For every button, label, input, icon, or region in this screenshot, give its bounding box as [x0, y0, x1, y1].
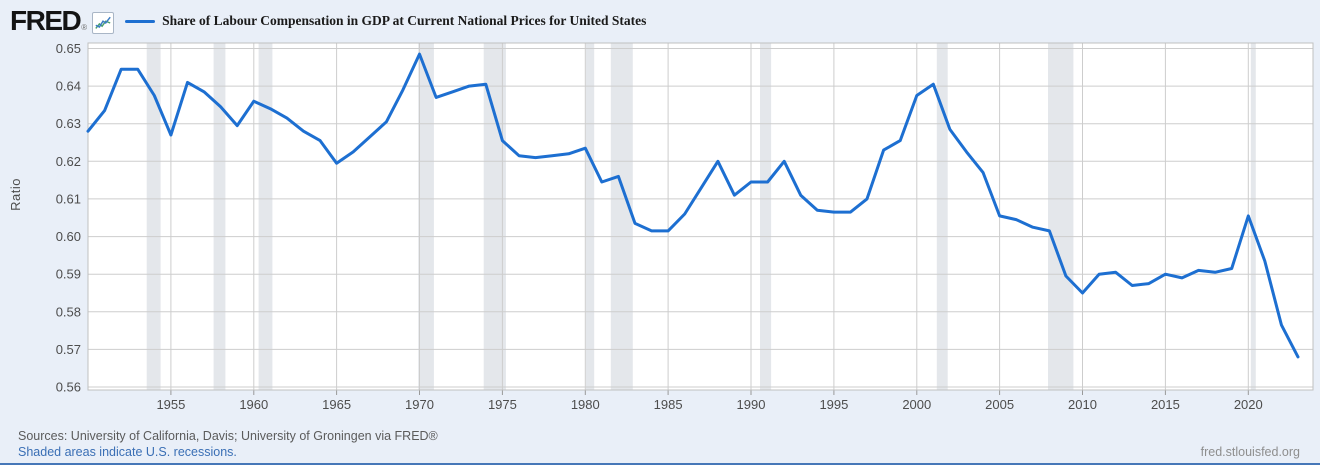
- recession-band: [418, 43, 434, 390]
- y-axis-label: Ratio: [8, 178, 23, 211]
- x-tick-label: 1960: [239, 397, 268, 412]
- x-tick-label: 2020: [1234, 397, 1263, 412]
- fred-logo[interactable]: FRED ®: [10, 5, 115, 36]
- y-tick-label: 0.60: [56, 229, 81, 244]
- y-tick-label: 0.63: [56, 116, 81, 131]
- plot-frame: [87, 42, 1314, 391]
- x-tick-label: 2015: [1151, 397, 1180, 412]
- sources-text: Sources: University of California, Davis…: [18, 429, 438, 443]
- x-tick-label: 1970: [405, 397, 434, 412]
- fred-graph-icon: [92, 12, 115, 34]
- x-tick-label: 1995: [819, 397, 848, 412]
- recession-band: [760, 43, 772, 390]
- recession-band: [1048, 43, 1074, 390]
- series-line: [86, 52, 1300, 359]
- y-tick-label: 0.62: [56, 154, 81, 169]
- series-legend-swatch: [125, 19, 156, 23]
- x-tick-label: 2000: [902, 397, 931, 412]
- y-tick-label: 0.58: [56, 304, 81, 319]
- registered-trademark-mark: ®: [81, 23, 88, 32]
- series-title[interactable]: Share of Labour Compensation in GDP at C…: [162, 13, 647, 28]
- plot-area[interactable]: [88, 43, 1313, 390]
- recession-band: [258, 43, 273, 390]
- recession-band: [936, 43, 948, 390]
- x-tick-label: 1965: [322, 397, 351, 412]
- recession-band: [213, 43, 226, 390]
- y-tick-label: 0.64: [56, 79, 81, 94]
- chart-header: FRED ® Share of Labour Compensation in G…: [10, 7, 646, 35]
- x-tick-label: 1980: [571, 397, 600, 412]
- recession-band: [610, 43, 633, 390]
- recession-band: [1250, 43, 1256, 390]
- recession-band: [585, 43, 595, 390]
- recession-note-link[interactable]: Shaded areas indicate U.S. recessions.: [18, 445, 237, 459]
- y-tick-label: 0.59: [56, 267, 81, 282]
- y-tick-label: 0.56: [56, 380, 81, 395]
- x-tick-label: 2005: [985, 397, 1014, 412]
- y-tick-label: 0.61: [56, 191, 81, 206]
- fred-site-link[interactable]: fred.stlouisfed.org: [1200, 445, 1300, 459]
- fred-logo-text: FRED: [10, 5, 82, 36]
- x-tick-label: 1990: [737, 397, 766, 412]
- y-tick-label: 0.57: [56, 342, 81, 357]
- x-tick-label: 2010: [1068, 397, 1097, 412]
- x-tick-label: 1955: [156, 397, 185, 412]
- x-tick-label: 1985: [654, 397, 683, 412]
- y-tick-label: 0.65: [56, 41, 81, 56]
- recession-band: [146, 43, 161, 390]
- zigzag-lines-icon: [95, 16, 111, 29]
- x-tick-label: 1975: [488, 397, 517, 412]
